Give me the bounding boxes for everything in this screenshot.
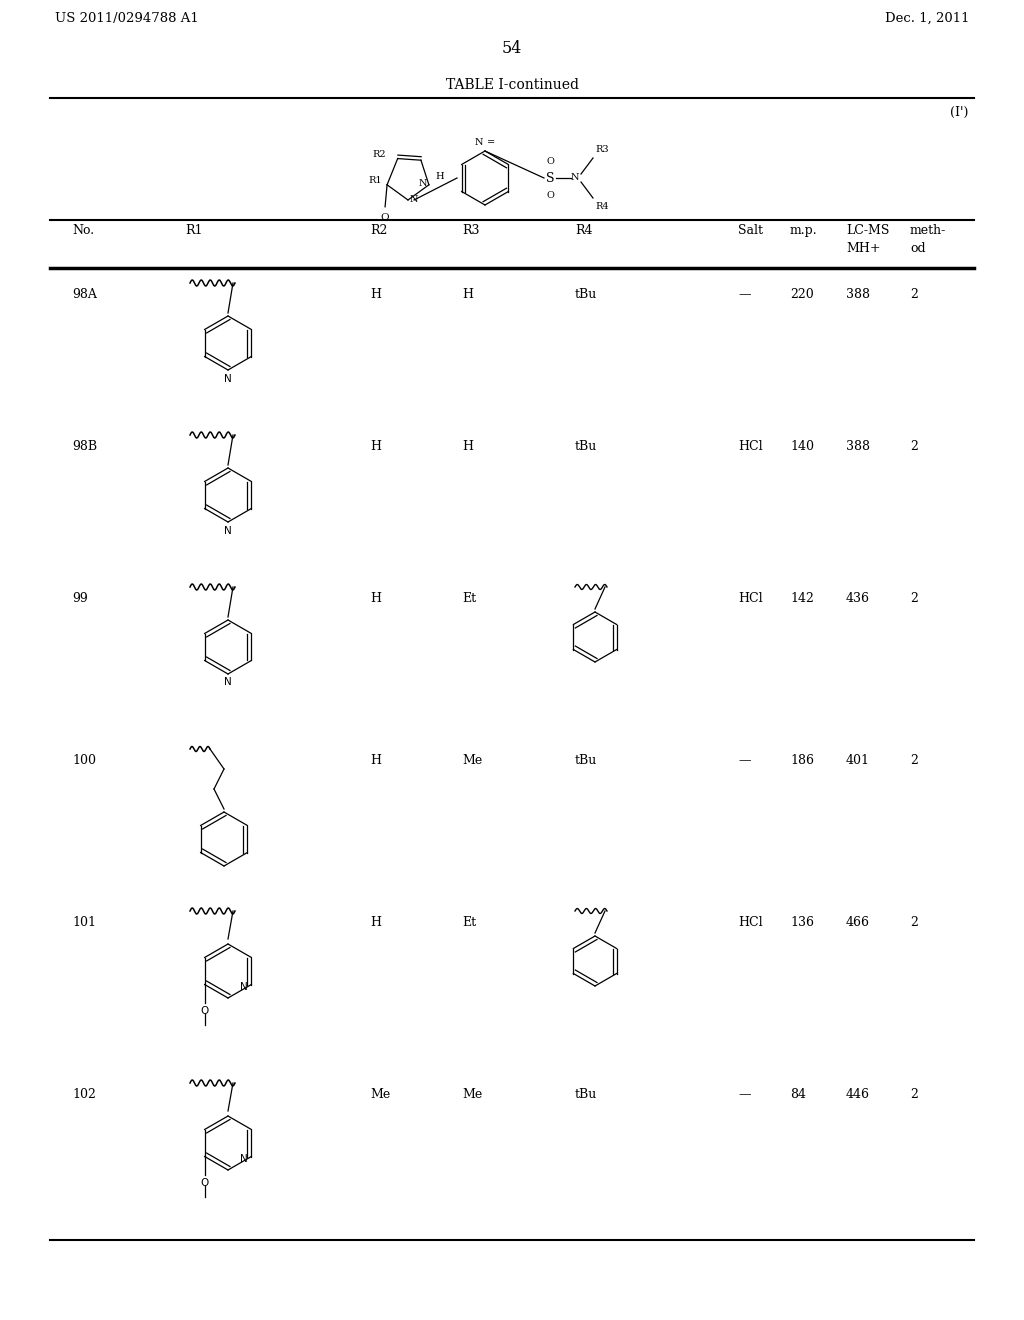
- Text: 100: 100: [72, 754, 96, 767]
- Text: Me: Me: [462, 1088, 482, 1101]
- Text: R2: R2: [370, 224, 387, 238]
- Text: N: N: [240, 1154, 248, 1163]
- Text: H: H: [370, 288, 381, 301]
- Text: O: O: [546, 157, 554, 165]
- Text: H: H: [462, 440, 473, 453]
- Text: —: —: [738, 1088, 751, 1101]
- Text: meth-: meth-: [910, 224, 946, 238]
- Text: od: od: [910, 242, 926, 255]
- Text: 2: 2: [910, 288, 918, 301]
- Text: Dec. 1, 2011: Dec. 1, 2011: [886, 12, 970, 25]
- Text: US 2011/0294788 A1: US 2011/0294788 A1: [55, 12, 199, 25]
- Text: 136: 136: [790, 916, 814, 929]
- Text: Salt: Salt: [738, 224, 763, 238]
- Text: tBu: tBu: [575, 754, 597, 767]
- Text: O: O: [381, 213, 389, 222]
- Text: HCl: HCl: [738, 916, 763, 929]
- Text: —: —: [738, 288, 751, 301]
- Text: N: N: [410, 195, 419, 205]
- Text: R2: R2: [372, 150, 386, 160]
- Text: N: N: [224, 525, 231, 536]
- Text: TABLE I-continued: TABLE I-continued: [445, 78, 579, 92]
- Text: HCl: HCl: [738, 591, 763, 605]
- Text: (I'): (I'): [949, 106, 968, 119]
- Text: tBu: tBu: [575, 288, 597, 301]
- Text: H: H: [435, 173, 443, 181]
- Text: —: —: [738, 754, 751, 767]
- Text: MH+: MH+: [846, 242, 881, 255]
- Text: tBu: tBu: [575, 440, 597, 453]
- Text: O: O: [546, 190, 554, 199]
- Text: 446: 446: [846, 1088, 870, 1101]
- Text: N: N: [419, 180, 427, 189]
- Text: LC-MS: LC-MS: [846, 224, 890, 238]
- Text: H: H: [370, 754, 381, 767]
- Text: Et: Et: [462, 916, 476, 929]
- Text: 140: 140: [790, 440, 814, 453]
- Text: 99: 99: [72, 591, 88, 605]
- Text: 2: 2: [910, 591, 918, 605]
- Text: R4: R4: [595, 202, 608, 211]
- Text: S: S: [546, 172, 554, 185]
- Text: H: H: [462, 288, 473, 301]
- Text: N: N: [240, 982, 248, 991]
- Text: N: N: [224, 374, 231, 384]
- Text: 388: 388: [846, 288, 870, 301]
- Text: 2: 2: [910, 1088, 918, 1101]
- Text: O: O: [201, 1179, 209, 1188]
- Text: 401: 401: [846, 754, 870, 767]
- Text: N: N: [570, 173, 580, 182]
- Text: 2: 2: [910, 440, 918, 453]
- Text: Me: Me: [462, 754, 482, 767]
- Text: 54: 54: [502, 40, 522, 57]
- Text: R4: R4: [575, 224, 593, 238]
- Text: H: H: [370, 440, 381, 453]
- Text: 186: 186: [790, 754, 814, 767]
- Text: 84: 84: [790, 1088, 806, 1101]
- Text: tBu: tBu: [575, 1088, 597, 1101]
- Text: R3: R3: [595, 145, 608, 154]
- Text: Et: Et: [462, 591, 476, 605]
- Text: 102: 102: [72, 1088, 96, 1101]
- Text: m.p.: m.p.: [790, 224, 817, 238]
- Text: O: O: [201, 1007, 209, 1016]
- Text: 388: 388: [846, 440, 870, 453]
- Text: 2: 2: [910, 754, 918, 767]
- Text: 142: 142: [790, 591, 814, 605]
- Text: HCl: HCl: [738, 440, 763, 453]
- Text: 466: 466: [846, 916, 870, 929]
- Text: R1: R1: [368, 176, 382, 185]
- Text: R3: R3: [462, 224, 479, 238]
- Text: 220: 220: [790, 288, 814, 301]
- Text: R1: R1: [185, 224, 203, 238]
- Text: Me: Me: [370, 1088, 390, 1101]
- Text: 98B: 98B: [72, 440, 97, 453]
- Text: 101: 101: [72, 916, 96, 929]
- Text: 98A: 98A: [72, 288, 97, 301]
- Text: 2: 2: [910, 916, 918, 929]
- Text: 436: 436: [846, 591, 870, 605]
- Text: No.: No.: [72, 224, 94, 238]
- Text: =: =: [487, 139, 495, 147]
- Text: H: H: [370, 916, 381, 929]
- Text: H: H: [370, 591, 381, 605]
- Text: N: N: [224, 677, 231, 688]
- Text: N: N: [475, 139, 483, 147]
